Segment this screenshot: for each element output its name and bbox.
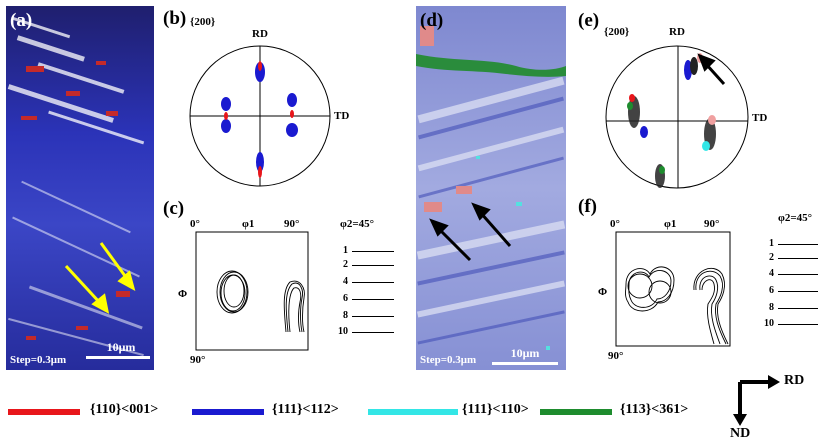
legend-swatch-111-112 <box>192 409 264 415</box>
yaxis-label-f: Φ <box>598 286 608 298</box>
scale-label-d: 10μm <box>510 346 540 360</box>
nd-axis-label: ND <box>730 426 751 441</box>
level-num: 2 <box>769 252 774 263</box>
level-num: 4 <box>343 276 348 287</box>
level-line <box>778 244 818 245</box>
legend-swatch-110-001 <box>8 409 80 415</box>
y1-label-f: 90° <box>608 350 624 362</box>
step-label-a: Step=0.3μm <box>10 354 67 366</box>
level-line <box>778 291 818 292</box>
odf-plot-c <box>195 231 309 351</box>
level-num: 6 <box>343 293 348 304</box>
legend-swatch-111-110 <box>368 409 458 415</box>
xmid-label-c: φ1 <box>242 218 255 230</box>
pole-figure-b <box>189 45 331 187</box>
axis-indicator <box>733 375 780 426</box>
rd-axis-label: RD <box>784 373 805 388</box>
level-line <box>352 299 394 300</box>
level-num: 10 <box>764 318 774 329</box>
level-line <box>778 258 818 259</box>
x0-label-c: 0° <box>190 218 200 230</box>
rd-label-b: RD <box>252 28 268 40</box>
level-line <box>352 265 394 266</box>
yaxis-label-c: Φ <box>178 288 188 300</box>
phi2-label-c: φ2=45° <box>340 218 375 230</box>
x1-label-c: 90° <box>284 218 300 230</box>
panel-label-a: (a) <box>10 10 33 31</box>
legend-label-113-361: {113}<361> <box>620 402 689 417</box>
rd-label-e: RD <box>669 26 685 38</box>
ebsd-map-a: (a) Step=0.3μm 10μm <box>6 6 154 370</box>
plane-label-b: {200} <box>190 16 216 28</box>
panel-label-e: (e) <box>578 10 600 31</box>
td-label-b: TD <box>334 110 350 122</box>
level-num: 8 <box>769 302 774 313</box>
panel-label-b: (b) <box>163 8 187 29</box>
level-line <box>352 251 394 252</box>
legend-label-110-001: {110}<001> <box>90 402 159 417</box>
ebsd-map-d: (d) Step=0.3μm 10μm <box>416 6 566 370</box>
scale-label-a: 10μm <box>106 340 136 354</box>
level-line <box>778 274 818 275</box>
odf-plot-f <box>615 231 731 347</box>
panel-label-f: (f) <box>578 196 597 217</box>
level-num: 1 <box>769 238 774 249</box>
legend-swatch-113-361 <box>540 409 612 415</box>
scale-bar-d <box>492 362 558 365</box>
level-line <box>352 282 394 283</box>
level-num: 6 <box>769 285 774 296</box>
x0-label-f: 0° <box>610 218 620 230</box>
level-num: 10 <box>338 326 348 337</box>
scale-bar-a <box>86 356 150 359</box>
legend-label-111-112: {111}<112> <box>272 402 339 417</box>
level-num: 8 <box>343 310 348 321</box>
level-line <box>778 324 818 325</box>
legend-label-111-110: {111}<110> <box>462 402 529 417</box>
x1-label-f: 90° <box>704 218 720 230</box>
panel-label-d: (d) <box>420 10 444 31</box>
level-line <box>352 332 394 333</box>
level-num: 1 <box>343 245 348 256</box>
level-line <box>352 316 394 317</box>
xmid-label-f: φ1 <box>664 218 677 230</box>
td-label-e: TD <box>752 112 768 124</box>
ebsd-texture-a <box>6 6 154 370</box>
phi2-label-f: φ2=45° <box>778 212 813 224</box>
level-num: 2 <box>343 259 348 270</box>
step-label-d: Step=0.3μm <box>420 354 477 366</box>
ebsd-texture-d <box>416 6 566 370</box>
plane-label-e: {200} <box>604 26 630 38</box>
panel-label-c: (c) <box>163 198 185 219</box>
pole-figure-e <box>605 45 749 189</box>
y1-label-c: 90° <box>190 354 206 366</box>
level-line <box>778 308 818 309</box>
level-num: 4 <box>769 268 774 279</box>
